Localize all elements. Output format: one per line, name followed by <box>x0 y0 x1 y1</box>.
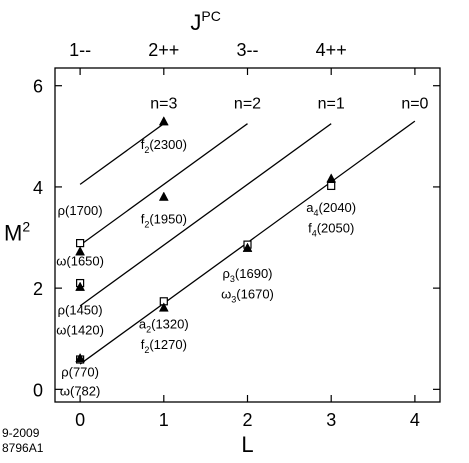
filled-triangle-point <box>158 302 169 312</box>
figure-id: 9-2009 <box>2 426 40 440</box>
filled-triangle-point <box>158 116 169 126</box>
particle-label: ω(1420) <box>56 323 104 338</box>
filled-triangle-point <box>242 242 253 252</box>
open-square-point <box>76 238 85 248</box>
filled-triangle-point <box>75 246 86 256</box>
trajectory-label: n=1 <box>318 95 345 112</box>
particle-label: f2(1950) <box>141 211 187 229</box>
filled-triangle-point <box>75 281 86 291</box>
x-tick-label: 3 <box>326 410 336 430</box>
particle-label: f2(2300) <box>141 137 187 155</box>
x-tick-label: 4 <box>410 410 420 430</box>
x-tick-label: 1 <box>159 410 169 430</box>
y-tick-label: 6 <box>33 77 43 97</box>
jpc-tick-label: 1-- <box>69 40 91 60</box>
y-tick-label: 0 <box>33 380 43 400</box>
jpc-tick-label: 3-- <box>237 40 259 60</box>
filled-triangle-point <box>75 352 86 363</box>
particle-label: a2(1320) <box>139 317 189 335</box>
particle-label: a4(2040) <box>306 200 356 218</box>
trajectory-label: n=0 <box>401 95 428 112</box>
particle-label: ρ(1450) <box>58 302 103 317</box>
trajectory-line <box>79 123 248 246</box>
particle-label: ω(782) <box>60 383 101 398</box>
jpc-tick-label: 4++ <box>316 40 347 60</box>
particle-label: ρ(1700) <box>58 203 103 218</box>
particle-label: f4(2050) <box>308 220 354 238</box>
jpc-tick-label: 2++ <box>148 40 179 60</box>
particle-label: ω3(1670) <box>221 286 274 304</box>
trajectory-label: n=3 <box>150 95 177 112</box>
plot-frame <box>54 67 441 403</box>
x-tick-label: 0 <box>75 410 85 430</box>
particle-label: f2(1270) <box>141 337 187 355</box>
open-square-point <box>327 181 336 191</box>
figure-id: 8796A1 <box>2 441 44 455</box>
particle-label: ρ(770) <box>61 365 99 380</box>
particle-label: ρ3(1690) <box>223 266 273 284</box>
particle-label: ω(1650) <box>56 253 104 268</box>
top-axis-title: JPC <box>190 8 220 35</box>
y-tick-label: 4 <box>33 178 43 198</box>
y-axis-title: M2 <box>4 218 30 245</box>
x-axis-title: L <box>241 432 253 457</box>
trajectory-line <box>79 123 165 185</box>
trajectory-label: n=2 <box>234 95 261 112</box>
y-tick-label: 2 <box>33 279 43 299</box>
filled-triangle-point <box>158 191 169 201</box>
x-tick-label: 2 <box>242 410 252 430</box>
trajectory-line <box>79 123 332 307</box>
filled-triangle-point <box>326 173 337 183</box>
